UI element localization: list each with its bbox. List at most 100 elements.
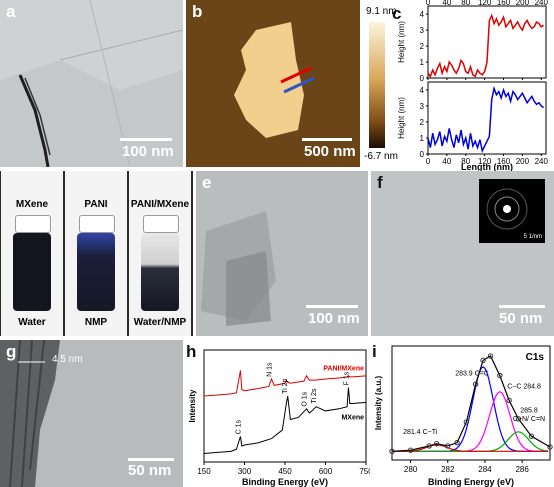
peak-label: Ti 2p [282,378,289,393]
x-tick-label-top: 120 [478,0,492,7]
data-point [407,447,414,453]
y-axis-label: Height (nm) [397,97,406,139]
vial-3: PANI/MXene Water/NMP [129,171,191,336]
inset-scale-text: 5 1/nm [523,234,542,240]
peak-label: F 1s [343,371,350,385]
peak-label: N 1s [267,362,274,377]
x-tick-label: 240 [535,157,549,166]
afm-flake-drawing [186,0,360,167]
colorbar-max: 9.1 nm [366,6,397,17]
x-tick-label: 160 [497,157,511,166]
vial-solvent-label: Water [18,317,46,328]
peak-label: Ti 2s [311,388,318,403]
y-axis-label: Height (nm) [397,21,406,63]
scale-text-g: 50 nm [128,462,172,479]
tem-flake-e [201,211,276,326]
panel-a-tem-image: a 100 nm [0,0,183,167]
scale-text-b: 500 nm [304,143,356,160]
scale-bar-f [499,305,545,308]
vial-1: MXene Water [1,171,63,336]
x-tick-label: 750 [359,467,370,476]
y-tick-label: 1 [420,134,425,143]
vial-solvent-label: NMP [84,317,108,328]
vial-solution [13,233,51,311]
annotation-cn-bonds: C−N/ C=N [513,416,545,423]
panel-h-xps-survey: 150 300 450 600 750 PANI/MXene MXene C 1s N 1s Ti… [186,340,370,487]
panel-c-label: c [392,4,402,23]
data-point [547,444,553,450]
y-tick-label: 3 [420,102,425,111]
scale-text-e: 100 nm [308,310,360,327]
chart-title: C1s [526,352,545,363]
scale-text-f: 50 nm [499,310,543,327]
panel-h-label: h [186,342,197,361]
annotation-cc-single: C−C 284.8 [507,384,541,391]
x-tick-label-top: 240 [535,0,549,7]
series-label-top: PANI/MXene [323,365,364,372]
vial-cap [15,215,51,233]
panel-e-label: e [202,173,212,192]
vial-solution [141,233,179,311]
peak-label: C 1s [235,419,242,434]
annotation-cc-double: 283.9 C=C [455,371,489,378]
lattice-spacing-label: 4.5 nm [52,354,83,365]
data-point [389,448,395,455]
saed-inset: 5 1/nm [479,179,545,243]
xps-survey-chart: 150 300 450 600 750 PANI/MXene MXene C 1s N 1s Ti… [188,349,370,487]
plot-frame [427,5,547,79]
x-tick-label: 280 [404,465,418,474]
y-tick-label: 0 [420,150,425,159]
data-point [426,443,432,449]
tem-sheet-drawing [0,0,183,167]
scale-bar-e [306,305,358,308]
afm-colorbar [369,22,385,148]
x-tick-label: 0 [426,157,431,166]
vial-solution [77,233,115,311]
panel-e-tem-image: e 100 nm [196,171,368,336]
y-tick-label: 4 [420,10,425,19]
component-peak-line [391,444,549,452]
vial-top-label: MXene [15,199,49,210]
data-point [528,433,535,439]
hrtem-edge-drawing [0,340,60,487]
x-tick-label: 282 [441,465,455,474]
panel-i-label: i [372,342,377,361]
spectrum-line-pani-mxene [203,370,367,397]
data-point [454,439,460,446]
x-tick-label: 300 [238,467,252,476]
vial-2: PANI NMP [65,171,127,336]
spectrum-line-mxene [203,387,367,454]
y-tick-label: 4 [420,86,425,95]
y-tick-label: 2 [420,42,425,51]
data-point [515,416,522,422]
x-tick-label: 80 [461,157,470,166]
x-tick-label-top: 40 [442,0,451,7]
scale-text-a: 100 nm [122,143,174,160]
x-tick-label: 284 [478,465,492,474]
data-point [472,381,479,387]
x-tick-label: 40 [442,157,451,166]
x-tick-label: 150 [197,467,211,476]
data-point [480,357,486,364]
x-tick-label-top: 160 [497,0,511,7]
colorbar-min: -6.7 nm [364,151,398,162]
diffraction-rings-icon [486,188,528,230]
x-axis-label: Binding Energy (eV) [242,477,328,487]
panel-b-label: b [192,2,203,21]
vial-top-label: PANI/MXene [130,199,190,210]
scale-bar-a [120,138,172,141]
peak-label: O 1s [302,391,309,406]
y-axis-label: Intensity [188,389,197,422]
scale-bar-g [128,458,174,461]
data-point [445,443,451,449]
height-profile-line [427,13,545,78]
panel-i-c1s-spectrum: 280 282 284 286 C1s 283.9 C=C C−C 284.8 285.8 C−… [372,340,554,487]
plot-frame [427,81,547,155]
y-tick-label: 3 [420,26,425,35]
y-tick-label: 2 [420,118,425,127]
y-tick-label: 0 [420,74,425,83]
x-axis-label: Binding Energy (eV) [428,477,514,487]
x-tick-label-top: 80 [461,0,470,7]
x-tick-label: 120 [478,157,492,166]
